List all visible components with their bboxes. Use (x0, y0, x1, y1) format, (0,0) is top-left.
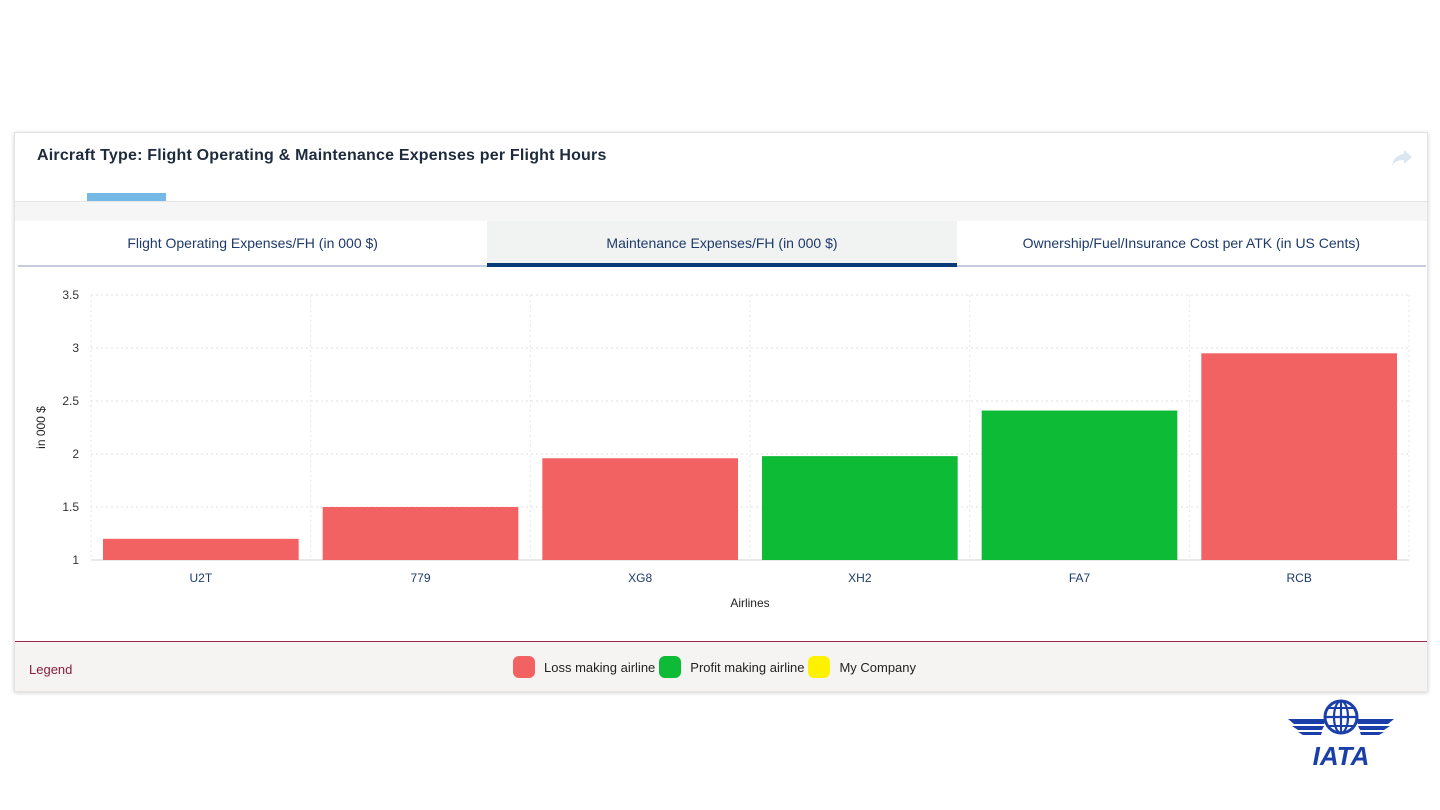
y-tick-label: 1 (72, 553, 79, 567)
tab-flight-operating-expenses[interactable]: Flight Operating Expenses/FH (in 000 $) (127, 235, 378, 251)
x-tick-label: 779 (410, 571, 430, 585)
y-tick-label: 3.5 (62, 288, 79, 302)
tab-maintenance-expenses[interactable]: Maintenance Expenses/FH (in 000 $) (487, 221, 957, 267)
iata-globe-wings-icon: IATA (1288, 699, 1394, 769)
y-axis-title: in 000 $ (34, 406, 48, 449)
x-tick-label: FA7 (1069, 571, 1091, 585)
bar-U2T (103, 538, 299, 560)
header-divider (15, 201, 1427, 221)
bar-XG8 (542, 458, 738, 560)
chart-panel: Aircraft Type: Flight Operating & Mainte… (14, 132, 1428, 692)
legend-items: Loss making airline Profit making airlin… (513, 656, 920, 678)
legend-item-my-company[interactable]: My Company (808, 656, 916, 678)
bar-chart: 1 1.5 2 2.5 3 3.5 U2T 779 XG8 XH2 FA7 RCB Airlines in… (34, 288, 1410, 610)
iata-logo-text: IATA (1313, 741, 1370, 769)
bar-RCB (1201, 353, 1397, 560)
x-tick-label: XH2 (848, 571, 872, 585)
share-arrow-icon[interactable] (1391, 149, 1413, 167)
bar-XH2 (762, 456, 958, 560)
y-tick-label: 2 (72, 447, 79, 461)
section-active-marker (87, 193, 166, 201)
y-tick-label: 1.5 (62, 500, 79, 514)
bar-FA7 (981, 410, 1178, 560)
x-tick-label: XG8 (628, 571, 652, 585)
legend-swatch-profit (659, 656, 682, 678)
x-tick-label: U2T (189, 571, 212, 585)
y-tick-label: 3 (72, 341, 79, 355)
legend-label-profit: Profit making airline (690, 659, 805, 675)
bar-779 (322, 507, 519, 560)
panel-title: Aircraft Type: Flight Operating & Mainte… (37, 147, 607, 164)
legend-label-loss: Loss making airline (544, 659, 656, 675)
tab-bar: Flight Operating Expenses/FH (in 000 $) … (18, 221, 1426, 267)
y-tick-label: 2.5 (62, 394, 79, 408)
panel-header: Aircraft Type: Flight Operating & Mainte… (15, 133, 1427, 201)
x-axis-title: Airlines (730, 596, 769, 610)
legend-bar: Legend Loss making airline Profit making… (15, 641, 1427, 691)
legend-swatch-loss (513, 656, 535, 678)
legend-item-profit[interactable]: Profit making airline (659, 656, 804, 678)
legend-label-my-company: My Company (839, 659, 917, 675)
legend-title: Legend (29, 662, 73, 677)
legend-item-loss[interactable]: Loss making airline (513, 656, 655, 678)
tab-ownership-fuel-insurance[interactable]: Ownership/Fuel/Insurance Cost per ATK (i… (1022, 235, 1361, 251)
x-tick-label: RCB (1286, 571, 1311, 585)
legend-swatch-my-company (808, 656, 831, 678)
